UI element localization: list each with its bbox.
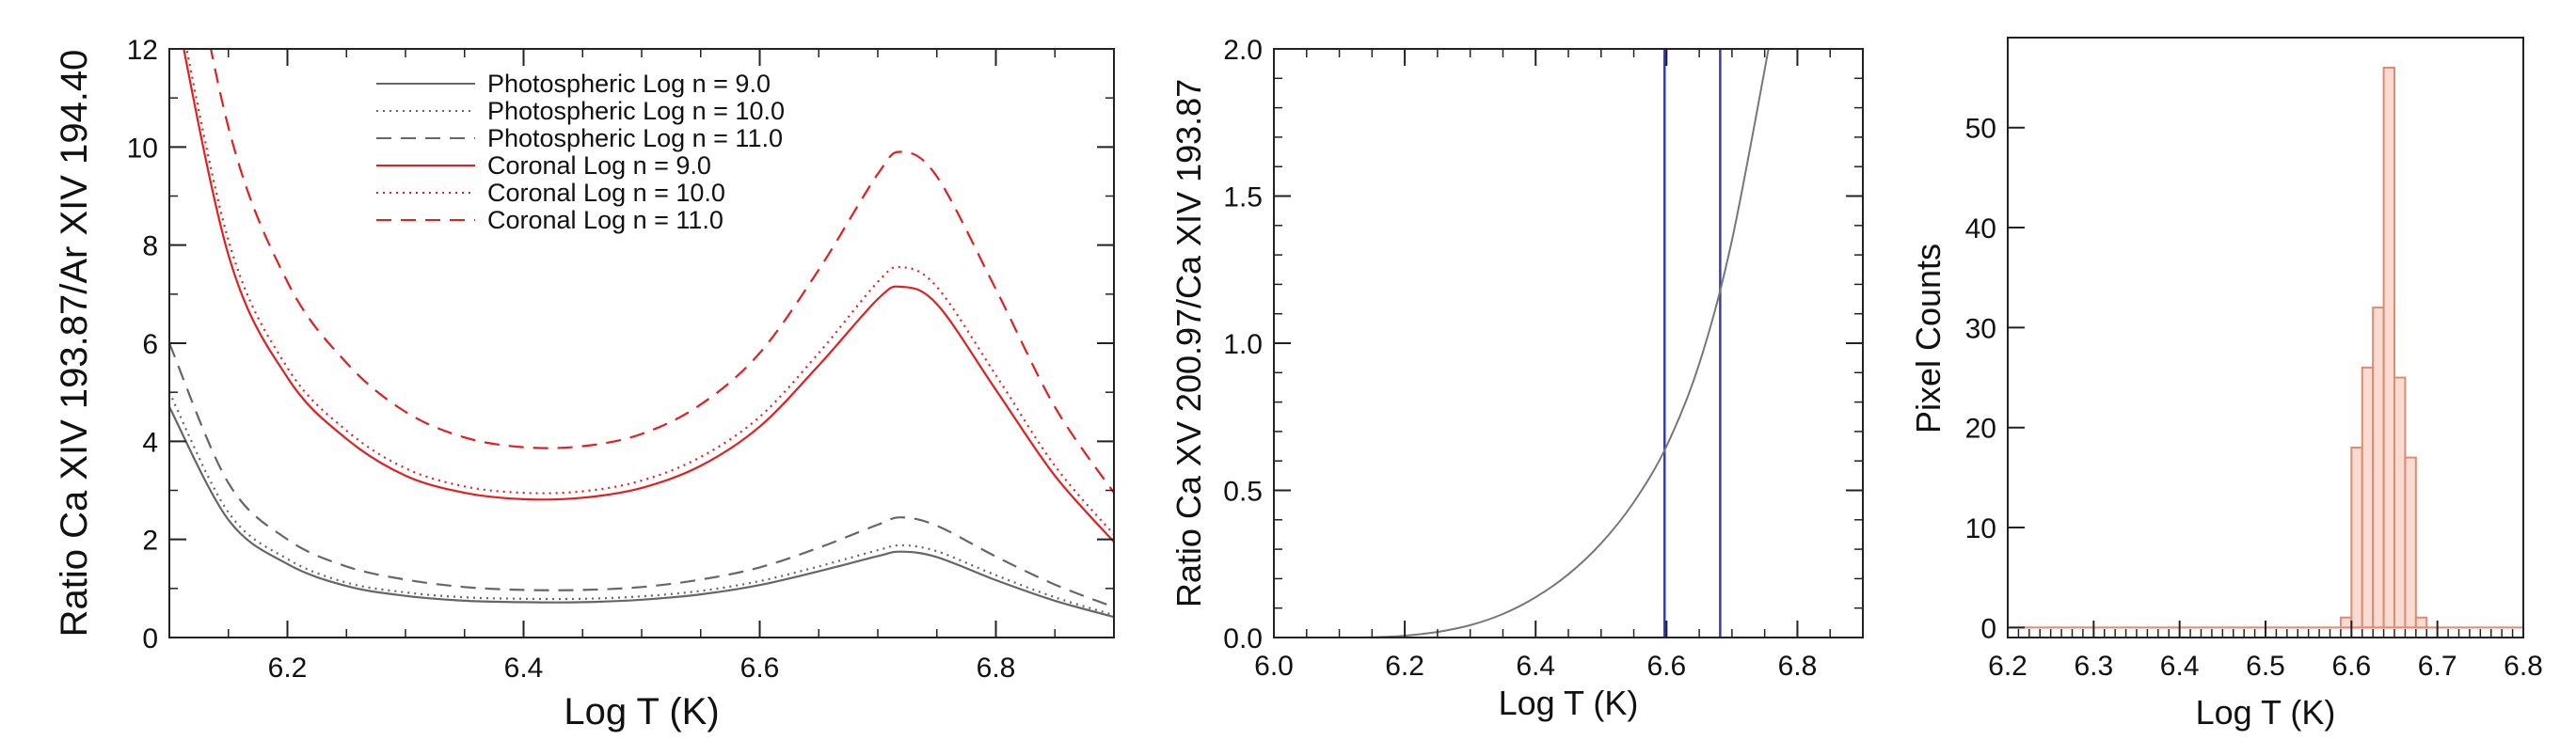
panel-1-line-coronal-log-n-9-0 bbox=[183, 49, 1114, 543]
histogram-bar bbox=[2350, 446, 2363, 629]
panel-3-ytick-label: 30 bbox=[1965, 313, 1996, 344]
panel-1-line-photospheric-log-n-11-0 bbox=[169, 342, 1114, 608]
panel-1-xtick-label: 6.6 bbox=[740, 653, 780, 684]
panel-3-ytick-label: 50 bbox=[1965, 114, 1996, 145]
panel-1-ytick-label: 12 bbox=[127, 35, 158, 66]
panel-2-ratio-curve bbox=[1274, 49, 1770, 638]
panel-1-legend: Photospheric Log n = 9.0 Photospheric Lo… bbox=[376, 70, 785, 234]
histogram-bar bbox=[2414, 616, 2428, 629]
panel-1-ytick-label: 0 bbox=[142, 623, 158, 654]
panel-1-ytick-label: 4 bbox=[142, 427, 158, 458]
panel-1: 6.2 6.4 6.6 6.8 0 2 4 6 8 10 12 Log T (K) Ratio Ca… bbox=[54, 35, 1115, 732]
panel-2-ytick-label: 0.0 bbox=[1223, 623, 1263, 654]
panel-3-ylabel: Pixel Counts bbox=[1909, 244, 1948, 433]
panel-1-ylabel: Ratio Ca XIV 193.87/Ar XIV 194.40 bbox=[54, 50, 95, 638]
panel-2-vertical-lines bbox=[1662, 49, 1722, 638]
legend-label-coronal-10: Coronal Log n = 10.0 bbox=[487, 179, 725, 207]
histogram-bar bbox=[2393, 376, 2407, 629]
panel-2-axes: 6.0 6.2 6.4 6.6 6.8 0.0 0.5 1.0 1.5 2.0 bbox=[1223, 35, 1864, 682]
panel-3-ytick-label: 0 bbox=[1980, 613, 1996, 644]
panel-1-xtick-label: 6.2 bbox=[268, 653, 308, 684]
panel-3-xtick-label: 6.5 bbox=[2246, 651, 2285, 682]
panel-2-ytick-label: 1.5 bbox=[1223, 182, 1263, 213]
histogram-bar bbox=[2404, 456, 2417, 629]
panel-2-xtick-label: 6.0 bbox=[1254, 651, 1294, 682]
panel-2-xtick-label: 6.6 bbox=[1646, 651, 1686, 682]
panel-2-frame bbox=[1273, 48, 1864, 638]
panel-1-series bbox=[169, 49, 1114, 619]
panel-1-axes: 6.2 6.4 6.6 6.8 0 2 4 6 8 10 12 bbox=[127, 35, 1115, 684]
panel-1-ytick-label: 8 bbox=[142, 231, 158, 262]
panel-3-ytick-label: 40 bbox=[1965, 213, 1996, 244]
panel-3-ytick-label: 20 bbox=[1965, 414, 1996, 445]
panel-3-bars bbox=[2008, 66, 2523, 629]
legend-label-photo-10: Photospheric Log n = 10.0 bbox=[487, 97, 785, 125]
panel-3-xtick-label: 6.2 bbox=[1988, 651, 2027, 682]
legend-label-coronal-9: Coronal Log n = 9.0 bbox=[487, 151, 711, 180]
panel-1-line-photospheric-log-n-9-0 bbox=[169, 406, 1114, 619]
panel-2-ytick-label: 0.5 bbox=[1223, 477, 1263, 508]
panel-3-ytick-label: 10 bbox=[1965, 513, 1996, 544]
panel-1-ytick-label: 2 bbox=[142, 526, 158, 557]
histogram-bar bbox=[2361, 366, 2375, 629]
panel-3-xtick-label: 6.3 bbox=[2074, 651, 2113, 682]
panel-2-ytick-label: 2.0 bbox=[1223, 35, 1263, 66]
panel-2-series bbox=[1274, 49, 1770, 638]
panel-1-xtick-label: 6.4 bbox=[504, 653, 544, 684]
panel-3-xtick-label: 6.6 bbox=[2331, 651, 2371, 682]
panel-1-ytick-label: 6 bbox=[142, 329, 158, 360]
panel-3-xlabel: Log T (K) bbox=[2196, 693, 2336, 732]
panel-3-xtick-label: 6.7 bbox=[2418, 651, 2457, 682]
histogram-bar bbox=[2372, 307, 2385, 629]
panel-2-xtick-label: 6.8 bbox=[1778, 651, 1818, 682]
panel-2-xlabel: Log T (K) bbox=[1499, 684, 1639, 722]
panel-2-ytick-label: 1.0 bbox=[1223, 329, 1263, 360]
panel-1-xtick-label: 6.8 bbox=[977, 653, 1016, 684]
panel-1-xlabel: Log T (K) bbox=[564, 691, 719, 732]
panel-2-xtick-label: 6.2 bbox=[1385, 651, 1424, 682]
panel-2-xtick-label: 6.4 bbox=[1516, 651, 1555, 682]
panel-1-line-coronal-log-n-11-0 bbox=[210, 49, 1114, 494]
panel-2-ylabel: Ratio Ca XV 200.97/Ca XIV 193.87 bbox=[1169, 79, 1208, 607]
panel-1-ytick-label: 10 bbox=[127, 133, 158, 164]
panel-2: 6.0 6.2 6.4 6.6 6.8 0.0 0.5 1.0 1.5 2.0 Log T (K)… bbox=[1169, 35, 1864, 722]
panel-3-axes: 6.2 6.3 6.4 6.5 6.6 6.7 6.8 0 10 20 30 40 50 bbox=[1965, 114, 2543, 682]
panel-3-xtick-label: 6.8 bbox=[2504, 651, 2543, 682]
panel-3-frame bbox=[2007, 37, 2524, 638]
legend-label-coronal-11: Coronal Log n = 11.0 bbox=[487, 206, 724, 234]
panel-1-line-photospheric-log-n-10-0 bbox=[169, 391, 1114, 617]
legend-label-photo-9: Photospheric Log n = 9.0 bbox=[487, 70, 771, 98]
panel-3-xtick-label: 6.4 bbox=[2160, 651, 2200, 682]
legend-label-photo-11: Photospheric Log n = 11.0 bbox=[487, 124, 783, 152]
histogram-bar bbox=[2339, 616, 2353, 629]
panel-3: 6.2 6.3 6.4 6.5 6.6 6.7 6.8 0 10 20 30 40 50 Log T (… bbox=[1909, 37, 2543, 732]
histogram-bar bbox=[2382, 66, 2395, 629]
